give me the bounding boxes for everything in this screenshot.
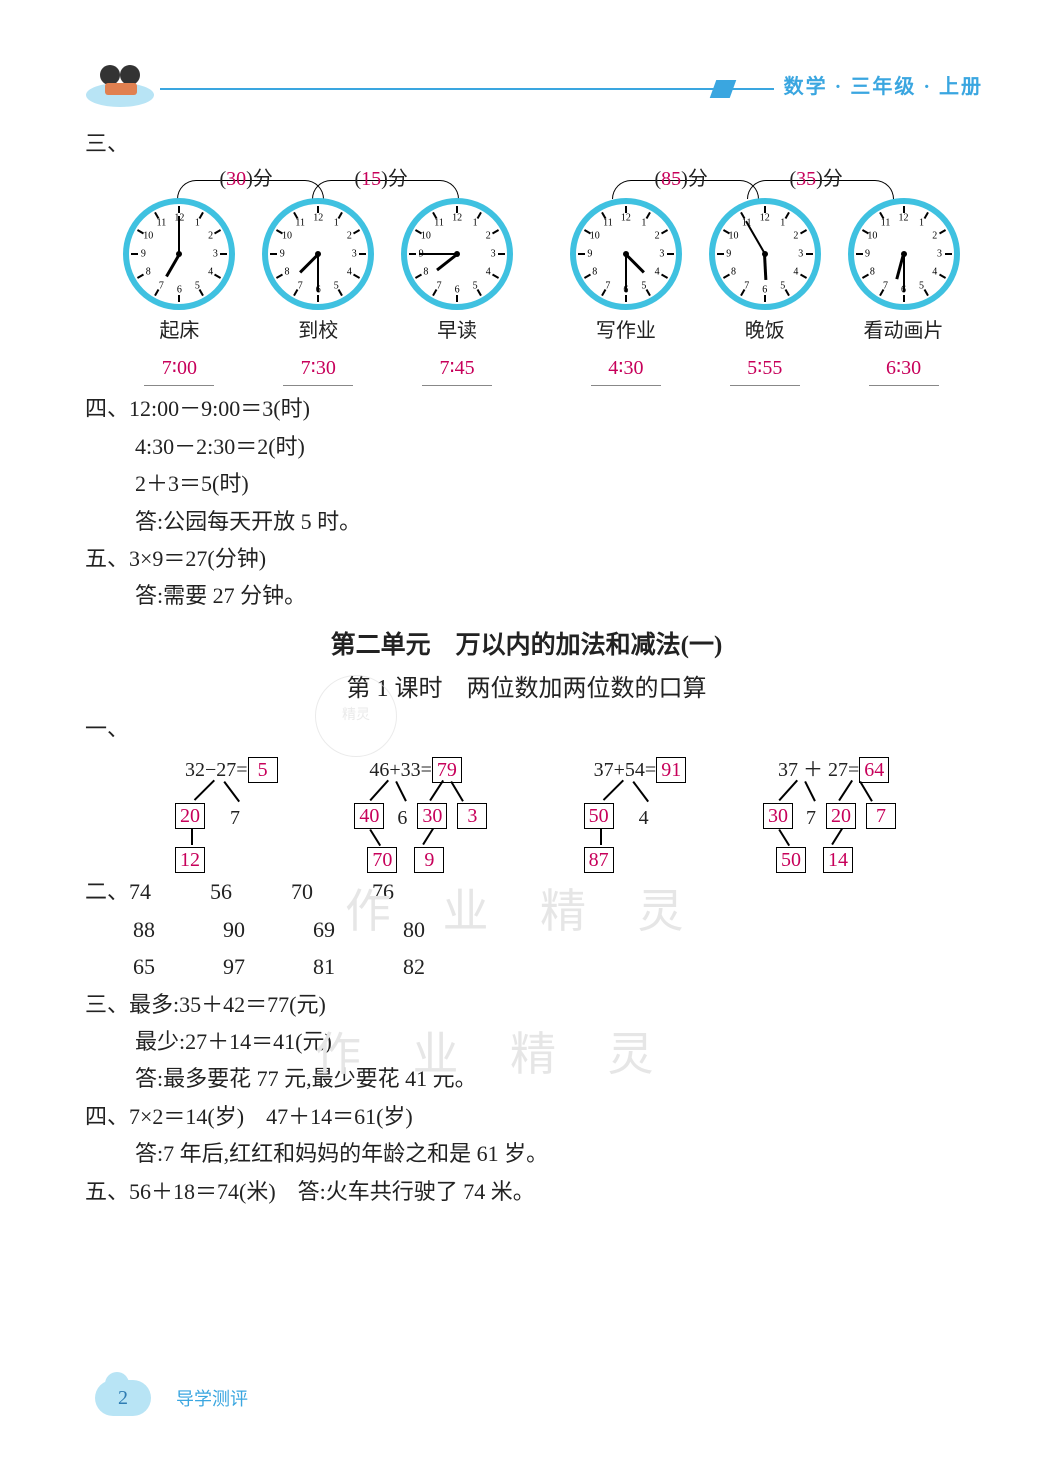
page-content: 三、 (30)分(15)分(85)分(35)分123456789101112起床… [85, 125, 968, 1210]
calc-diagram: 37+54=9150487 [554, 753, 744, 873]
clocks-row: (30)分(15)分(85)分(35)分123456789101112起床7∶0… [115, 170, 968, 386]
q2-cell: 88 [133, 911, 223, 948]
q4-line-1: 7×2＝14(岁) 47＋14＝61(岁) [129, 1104, 413, 1129]
q2-c: 56 [210, 879, 232, 904]
clock-label: 到校 [254, 314, 383, 348]
clock-time: 5∶55 [730, 351, 800, 386]
q5: 五、56＋18＝74(米) 答:火车共行驶了 74 米。 [85, 1173, 968, 1210]
q2-cell: 82 [403, 948, 493, 985]
q2-cell: 65 [133, 948, 223, 985]
clock-time: 4∶30 [591, 351, 661, 386]
section-5-label: 五、 [85, 546, 129, 571]
q2-cell: 80 [403, 911, 493, 948]
q4: 四、7×2＝14(岁) 47＋14＝61(岁) 答:7 年后,红红和妈妈的年龄之… [85, 1098, 968, 1173]
clock-face: 123456789101112 [709, 198, 821, 310]
section-4-line-3: 答:公园每天开放 5 时。 [135, 503, 968, 540]
calc-diagram: 32−27=520712 [145, 753, 335, 873]
q4-line-2: 答:7 年后,红红和妈妈的年龄之和是 61 岁。 [135, 1135, 968, 1172]
footer-text: 导学测评 [176, 1385, 248, 1411]
section-4-label: 四、 [85, 396, 129, 421]
q2-cell: 97 [223, 948, 313, 985]
clock-unit: 123456789101112 晚饭5∶55 [700, 198, 829, 386]
clock-face: 123456789101112 [848, 198, 960, 310]
clock-label: 起床 [115, 314, 244, 348]
q2-c: 70 [291, 879, 313, 904]
page-footer: 2 导学测评 [95, 1380, 248, 1416]
section-5-line-2: 答:需要 27 分钟。 [135, 577, 968, 614]
clock-label: 写作业 [561, 314, 690, 348]
clock-time: 6∶30 [869, 351, 939, 386]
clock-face: 123456789101112 [262, 198, 374, 310]
section-3-label: 三、 [85, 125, 968, 162]
q2-cell: 81 [313, 948, 403, 985]
q1-label: 一、 [85, 710, 968, 747]
q3-line-2: 答:最多要花 77 元,最少要花 41 元。 [135, 1060, 968, 1097]
clock-unit: 123456789101112 起床7∶00 [115, 198, 244, 386]
header-title: 数学 · 三年级 · 上册 [774, 70, 993, 99]
clock-arc-label: (35)分 [790, 162, 843, 196]
page-header: 数学 · 三年级 · 上册 [80, 60, 993, 110]
page-number-cloud: 2 [95, 1380, 151, 1416]
calc-diagram: 37 ＋ 27=643072075014 [758, 753, 948, 873]
unit2-title: 第二单元 万以内的加法和减法(一) [85, 625, 968, 668]
q2-grid: 88906980 65978182 [133, 911, 968, 986]
q2-first: 74 [129, 879, 151, 904]
clock-time: 7∶45 [422, 351, 492, 386]
header-illustration [80, 50, 160, 110]
clock-face: 123456789101112 [123, 198, 235, 310]
q2-cell: 90 [223, 911, 313, 948]
header-tab [710, 80, 737, 98]
clock-unit: 123456789101112 写作业4∶30 [561, 198, 690, 386]
q1-diagrams: 32−27=52071246+33=7940630370937+54=91504… [145, 753, 948, 873]
clock-arc-label: (85)分 [655, 162, 708, 196]
clock-label: 晚饭 [700, 314, 829, 348]
unit2-lesson-text: 第 1 课时 两位数加两位数的口算 [347, 676, 707, 702]
section-4-line-1: 4:30－2:30＝2(时) [135, 428, 968, 465]
q5-label: 五、 [85, 1179, 129, 1204]
clock-unit: 123456789101112 到校7∶30 [254, 198, 383, 386]
q4-label: 四、 [85, 1104, 129, 1129]
q2-label: 二、 [85, 879, 129, 904]
q2-cell: 69 [313, 911, 403, 948]
clock-unit: 123456789101112 早读7∶45 [393, 198, 522, 386]
q5-line: 56＋18＝74(米) 答:火车共行驶了 74 米。 [129, 1179, 535, 1204]
clock-face: 123456789101112 [401, 198, 513, 310]
q2: 作 业 精 灵 二、74 56 70 76 88906980 65978182 [85, 873, 968, 985]
calc-diagram: 46+33=79406303709 [349, 753, 539, 873]
q3-label: 三、 [85, 992, 129, 1017]
clock-time: 7∶00 [144, 351, 214, 386]
section-5-line-1: 3×9＝27(分钟) [129, 546, 266, 571]
section-4-line-0: 12:00－9:00＝3(时) [129, 396, 310, 421]
section-4: 四、12:00－9:00＝3(时) 4:30－2:30＝2(时) 2＋3＝5(时… [85, 390, 968, 540]
clock-face: 123456789101112 [570, 198, 682, 310]
q3: 作 业 精 灵 三、最多:35＋42＝77(元) 最少:27＋14＝41(元) … [85, 986, 968, 1098]
clock-arc-label: (30)分 [220, 162, 273, 196]
q2-c: 76 [372, 879, 394, 904]
clock-label: 早读 [393, 314, 522, 348]
clock-arc-label: (15)分 [355, 162, 408, 196]
section-5: 五、3×9＝27(分钟) 答:需要 27 分钟。 [85, 540, 968, 615]
clock-time: 7∶30 [283, 351, 353, 386]
page-number: 2 [118, 1387, 128, 1410]
clock-label: 看动画片 [839, 314, 968, 348]
unit2-lesson: 第 1 课时 两位数加两位数的口算 精灵 [85, 669, 968, 710]
q3-line-1: 最少:27＋14＝41(元) [135, 1023, 968, 1060]
q3-line-0: 最多:35＋42＝77(元) [129, 992, 326, 1017]
clock-unit: 123456789101112 看动画片6∶30 [839, 198, 968, 386]
stamp-icon: 精灵 [315, 675, 397, 757]
section-4-line-2: 2＋3＝5(时) [135, 465, 968, 502]
